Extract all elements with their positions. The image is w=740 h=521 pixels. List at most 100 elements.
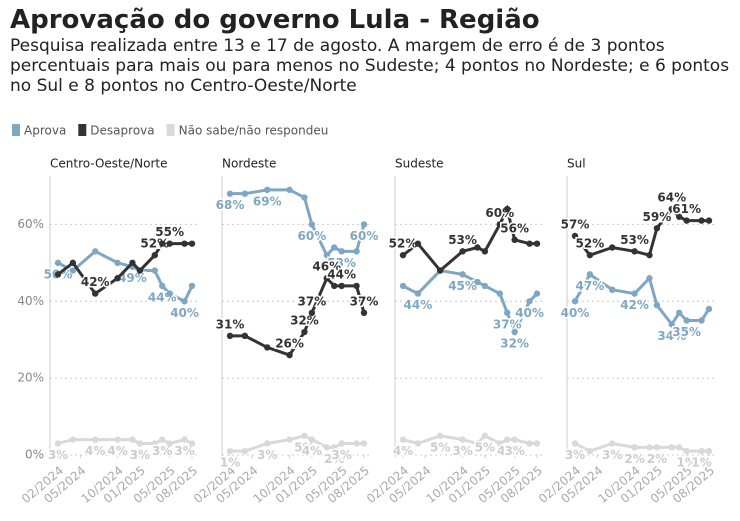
data-label: 64% <box>657 191 686 205</box>
header: Aprovação do governo Lula - Região Pesqu… <box>10 4 730 96</box>
point <box>188 282 196 290</box>
point <box>653 301 661 309</box>
series-line <box>57 249 194 304</box>
point <box>151 440 158 447</box>
series-line <box>57 242 192 296</box>
point <box>631 290 638 297</box>
point <box>323 251 330 259</box>
data-label: 4% <box>497 444 517 458</box>
data-label: 3% <box>174 444 194 458</box>
data-label: 45% <box>448 279 477 293</box>
data-label: 3% <box>331 448 351 462</box>
point <box>54 259 62 267</box>
data-label: 49% <box>118 271 147 285</box>
point <box>646 275 653 282</box>
y-tick-label: 40% <box>17 294 44 308</box>
data-label: 50% <box>44 267 73 281</box>
x-tick-label: 08/2025 <box>670 463 717 506</box>
point <box>323 444 330 451</box>
data-label: 37% <box>350 294 379 308</box>
x-tick-label: 08/2025 <box>153 463 200 506</box>
data-label: 3% <box>48 448 68 462</box>
y-tick-label: 0% <box>25 448 44 462</box>
data-label: 53% <box>620 233 649 247</box>
x-tick-label: 08/2025 <box>498 463 545 506</box>
data-label: 60% <box>298 229 327 243</box>
point <box>437 432 444 439</box>
y-tick-label: 20% <box>17 371 44 385</box>
data-label: 3% <box>452 444 472 458</box>
x-tick-label: 02/2024 <box>19 463 66 506</box>
point <box>286 436 293 443</box>
point <box>683 317 690 324</box>
point <box>159 282 166 290</box>
data-label: 4% <box>85 444 105 458</box>
data-label: 32% <box>290 314 319 328</box>
point <box>92 436 99 443</box>
data-label: 3% <box>130 448 150 462</box>
data-label: 34% <box>657 329 686 343</box>
data-label: 47% <box>576 279 605 293</box>
point <box>511 436 518 443</box>
x-tick-label: 02/2024 <box>364 463 411 506</box>
data-label: 31% <box>216 317 245 331</box>
data-label: 52% <box>312 260 341 274</box>
data-label: 2% <box>647 452 667 466</box>
data-label: 46% <box>312 260 341 274</box>
point <box>241 190 249 197</box>
point <box>338 248 345 255</box>
point <box>166 240 173 247</box>
x-tick-label: 02/2024 <box>536 463 583 506</box>
point <box>226 190 234 197</box>
data-label: 1% <box>676 456 696 470</box>
y-tick-label: 60% <box>17 217 44 231</box>
point <box>136 440 144 447</box>
x-tick-label: 10/2024 <box>79 463 126 506</box>
point <box>459 436 466 443</box>
data-label: 4% <box>393 444 413 458</box>
data-label: 44% <box>148 290 177 304</box>
x-tick-label: 05/2025 <box>131 463 178 506</box>
point <box>683 447 690 455</box>
series-line <box>573 206 709 257</box>
point <box>308 221 316 228</box>
point <box>69 259 77 267</box>
data-label: 3% <box>504 444 524 458</box>
point <box>481 248 489 255</box>
point <box>609 286 616 293</box>
point <box>533 440 541 447</box>
data-label: 55% <box>155 225 184 239</box>
point <box>571 440 579 447</box>
data-label: 61% <box>672 202 701 216</box>
point <box>459 271 466 278</box>
point <box>181 240 188 247</box>
point <box>323 275 330 282</box>
data-label: 26% <box>275 337 304 351</box>
legend-swatch <box>12 124 20 136</box>
point <box>54 271 62 278</box>
point <box>92 290 99 297</box>
point <box>159 436 166 443</box>
series-line <box>230 434 364 453</box>
point <box>241 447 249 455</box>
series-line <box>402 433 537 446</box>
point <box>399 282 407 290</box>
data-label: 53% <box>327 256 356 270</box>
point <box>338 282 345 290</box>
x-tick-label: 01/2025 <box>273 463 320 506</box>
point <box>286 186 293 194</box>
point <box>504 205 511 213</box>
point <box>474 244 481 251</box>
point <box>241 332 249 340</box>
point <box>129 259 136 267</box>
point <box>474 440 481 447</box>
data-label: 5% <box>294 440 314 454</box>
point <box>414 290 422 297</box>
series-line <box>402 268 539 336</box>
point <box>511 328 518 336</box>
data-label: 35% <box>672 325 701 339</box>
point <box>496 221 503 228</box>
point <box>698 317 705 324</box>
data-label: 3% <box>565 448 585 462</box>
data-label: 69% <box>253 194 282 208</box>
